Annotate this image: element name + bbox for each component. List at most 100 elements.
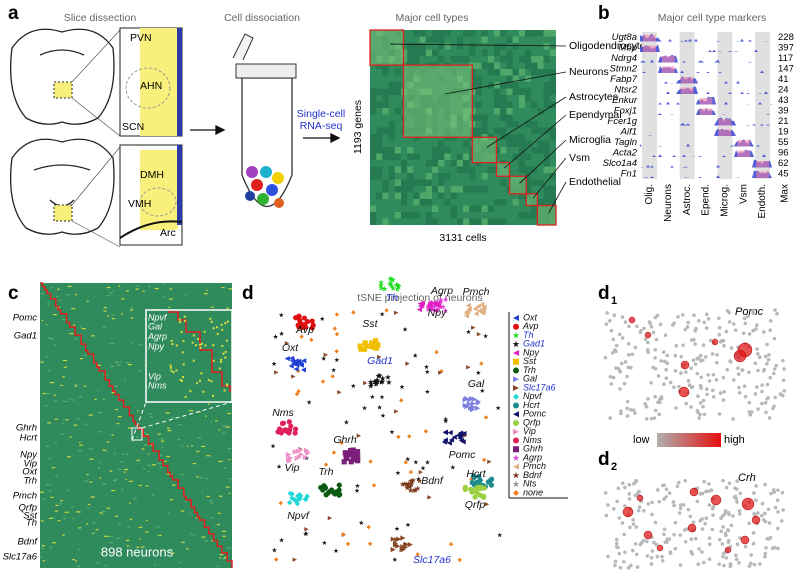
- inset-gene-label: Vip: [148, 371, 161, 381]
- cluster-label: Agrp: [430, 285, 453, 297]
- tsne-point: [392, 556, 398, 562]
- tsne-point: [405, 456, 411, 462]
- gene-label: Ndrg4: [611, 53, 637, 64]
- heatmap-cell: [376, 62, 383, 69]
- tsne-cell: [731, 417, 735, 421]
- inset-speckle: [182, 363, 185, 366]
- heatmap-speckle: [104, 564, 107, 567]
- heatmap-cell: [537, 179, 544, 186]
- tsne-point: [297, 360, 303, 366]
- heatmap-speckle: [201, 491, 204, 493]
- heatmap-cell: [370, 101, 377, 108]
- expression-hotspot: [680, 360, 690, 370]
- heatmap-speckle: [75, 560, 77, 562]
- heatmap-cell: [531, 147, 538, 154]
- heatmap-cell: [543, 153, 550, 160]
- heatmap-cell: [382, 179, 389, 186]
- tsne-cell: [626, 365, 631, 370]
- tsne-cell: [700, 550, 704, 554]
- tsne-cell: [616, 366, 621, 371]
- heatmap-cell: [500, 82, 507, 89]
- heatmap-cell: [549, 101, 556, 108]
- heatmap-cell: [456, 186, 463, 193]
- tsne-cell: [698, 401, 703, 405]
- heatmap-cell: [549, 186, 556, 193]
- tsne-cell: [726, 540, 731, 544]
- inset-speckle: [209, 317, 212, 320]
- heatmap-cell: [506, 62, 513, 69]
- tsne-point: [304, 527, 309, 532]
- panel-label: d: [598, 449, 610, 470]
- heatmap-cell: [549, 49, 556, 56]
- tsne-point: [350, 447, 356, 453]
- heatmap-cell: [407, 43, 414, 50]
- tsne-cell: [651, 365, 655, 370]
- tsne-point: [423, 429, 429, 434]
- heatmap-speckle: [54, 400, 58, 402]
- tsne-cell: [776, 510, 780, 514]
- tsne-point: [394, 286, 401, 292]
- heatmap-cell: [506, 140, 513, 147]
- leader-line: [519, 139, 567, 184]
- inset-speckle: [210, 320, 213, 323]
- heatmap-speckle: [143, 318, 147, 320]
- heatmap-speckle: [75, 418, 80, 420]
- heatmap-cell: [438, 36, 445, 43]
- heatmap-cell: [376, 147, 383, 154]
- tsne-cell: [635, 324, 639, 329]
- tsne-point: [475, 370, 481, 375]
- tsne-cell: [748, 412, 753, 417]
- tsne-point: [371, 378, 378, 385]
- heatmap-speckle: [72, 517, 75, 520]
- heatmap-speckle: [214, 420, 218, 422]
- tsne-cell: [711, 513, 715, 517]
- heatmap-cell: [518, 212, 525, 219]
- tsne-point: [298, 447, 304, 453]
- heatmap-speckle: [135, 285, 140, 287]
- region-label: SCN: [122, 121, 144, 133]
- tsne-cell: [695, 356, 699, 361]
- heatmap-cell: [432, 166, 439, 173]
- cluster-label: Pmch: [463, 286, 490, 298]
- tsne-cell: [738, 512, 742, 516]
- heatmap-speckle: [71, 308, 76, 310]
- heatmap-cell: [370, 147, 377, 154]
- tsne-point: [305, 449, 311, 455]
- tsne-point: [291, 374, 296, 379]
- heatmap-speckle: [147, 464, 152, 466]
- tsne-cell: [645, 539, 649, 544]
- gene-name: Pomc: [735, 306, 764, 318]
- heatmap-speckle: [219, 495, 223, 497]
- tsne-cell: [729, 523, 734, 528]
- heatmap-speckle: [177, 438, 181, 441]
- tsne-point: [430, 300, 436, 306]
- legend-label: Gad1: [523, 339, 545, 349]
- tsne-point: [384, 308, 389, 313]
- gene-label: Fcer1g: [607, 116, 637, 127]
- cluster-label: Ghrh: [333, 434, 357, 446]
- tsne-cell: [710, 352, 715, 356]
- heatmap-speckle: [109, 343, 111, 345]
- heatmap-cell: [494, 88, 501, 95]
- heatmap-cell: [413, 179, 420, 186]
- tsne-point: [287, 458, 293, 464]
- heatmap-speckle: [49, 338, 54, 340]
- heatmap-cell: [506, 75, 513, 82]
- heatmap-cell: [543, 140, 550, 147]
- tsne-point: [413, 459, 419, 465]
- legend-marker: [513, 437, 519, 444]
- cluster-label: Slc17a6: [413, 554, 451, 566]
- heatmap-cell: [425, 36, 432, 43]
- gene-label: Vip: [23, 459, 37, 470]
- heatmap-speckle: [54, 510, 59, 512]
- tsne-cell: [683, 327, 688, 332]
- heatmap-speckle: [106, 295, 111, 297]
- tsne-point: [375, 372, 382, 379]
- tsne-cell: [603, 491, 608, 495]
- legend-label: Nts: [523, 479, 537, 489]
- tsne-cell: [689, 405, 693, 409]
- heatmap-speckle: [53, 313, 57, 316]
- inset-speckle: [203, 330, 206, 333]
- inset-gene-label: Nms: [148, 380, 167, 390]
